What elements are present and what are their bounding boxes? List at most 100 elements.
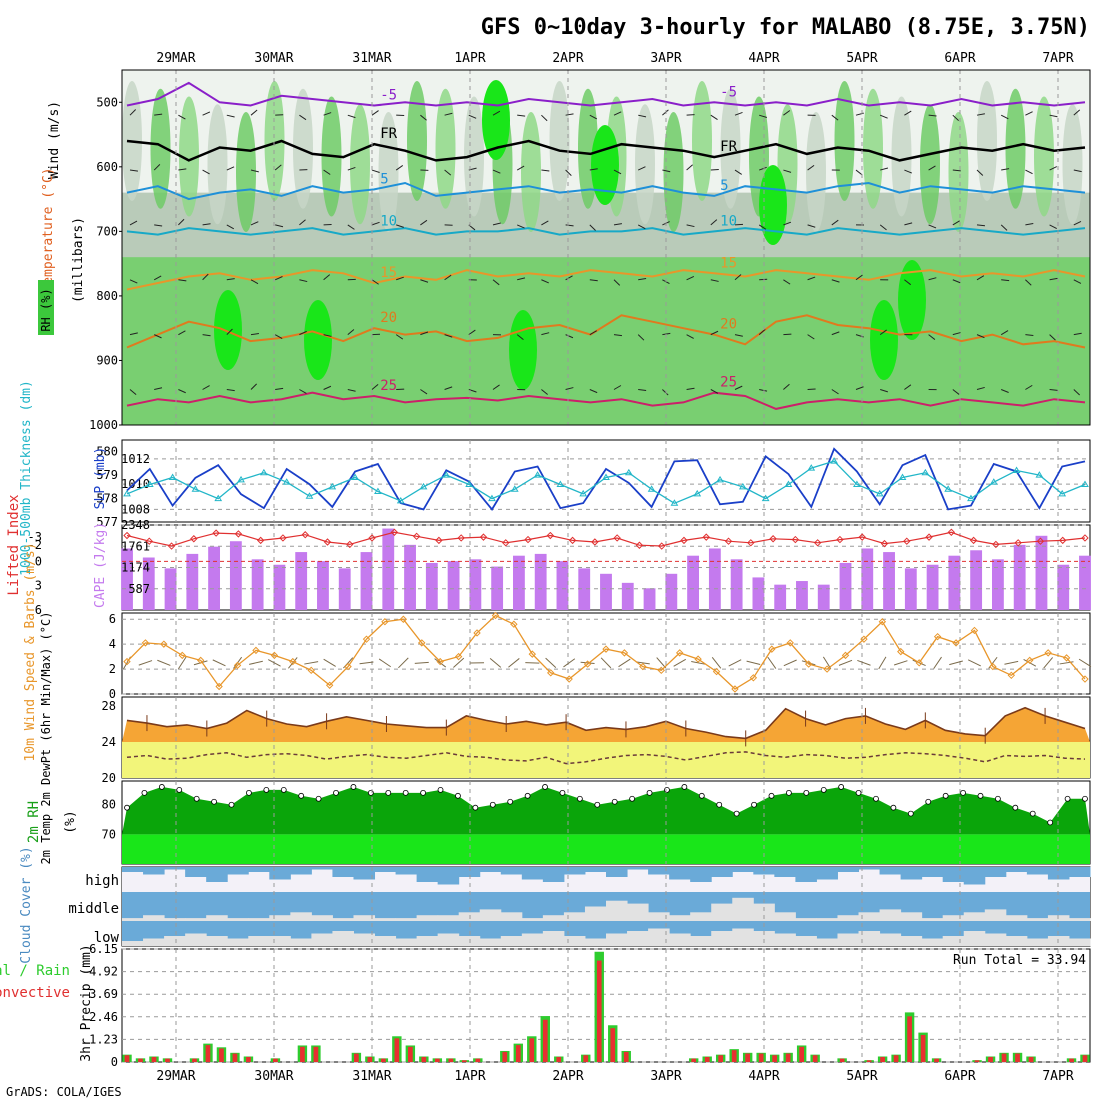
rh2m-point-49: [977, 792, 984, 799]
wind10m-point-28: [639, 662, 647, 671]
cloud-middle-bar-25: [648, 912, 670, 921]
cape-bar-10: [338, 568, 351, 610]
thickness-point-14: [442, 471, 451, 478]
wind10m-point-21: [510, 620, 518, 628]
cloud-high-bar-27: [690, 867, 712, 882]
thickness-point-10: [351, 473, 359, 480]
precip-conv-bar-44: [718, 1055, 724, 1062]
date-bottom-6APR: 6APR: [944, 1069, 975, 1084]
cloud-middle-bar-16: [458, 912, 481, 921]
wind10m-barb-48: [1004, 660, 1019, 665]
cloud-middle-bar-36: [879, 909, 902, 921]
wind10m-barb-42: [893, 660, 908, 666]
cloud-high-bar-18: [500, 867, 523, 875]
precip-conv-bar-21: [407, 1046, 413, 1062]
thickness-point-21: [602, 473, 610, 480]
cloud-middle-bar-7: [269, 915, 291, 921]
precip-conv-bar-47: [758, 1053, 764, 1062]
wind-barb-2-20: [613, 223, 622, 226]
thickness-point-9: [328, 482, 337, 490]
wind10m-point-42: [897, 647, 905, 656]
wind-barb-0-13: [444, 112, 453, 116]
chart-title: GFS 0~10day 3-hourly for MALABO (8.75E, …: [481, 15, 1090, 40]
cloud-middle-bar-24: [627, 903, 649, 921]
thickness-point-7: [282, 478, 291, 485]
rh-blob-20: [692, 81, 712, 201]
thickness-point-28: [761, 494, 770, 502]
precip-conv-bar-66: [1015, 1053, 1020, 1062]
wind-barb-4-36: [1000, 330, 1009, 336]
wind-barb-0-10: [371, 110, 379, 116]
cape-bar-42: [1035, 535, 1048, 610]
wind-barb-1-28: [807, 164, 815, 171]
cloud-low-bar-1: [143, 938, 165, 946]
wind-barb-2-21: [637, 224, 646, 230]
date-top-31MAR: 31MAR: [352, 51, 391, 66]
thickness-point-23: [647, 485, 656, 492]
cloud-middle-bar-21: [563, 912, 586, 921]
wind-barb-3-15: [492, 279, 500, 286]
wind10m-point-45: [952, 639, 960, 647]
precip-conv-bar-71: [1082, 1055, 1088, 1062]
upper-ytick-800: 800: [96, 289, 118, 303]
wind10m-point-36: [786, 639, 794, 647]
wind10m-barb-39: [838, 659, 853, 666]
rh2m-point-27: [594, 801, 601, 808]
cape-bar-12: [382, 528, 395, 610]
rh2m-point-40: [820, 786, 827, 793]
wind-barb-1-26: [759, 166, 767, 171]
wind-barb-2-2: [178, 218, 185, 226]
rh-blob-11: [435, 88, 456, 209]
upper-ylabel-wind: Wind (m/s): [47, 101, 62, 179]
wind-barb-0-39: [1073, 109, 1081, 116]
cloud-middle-bar-37: [900, 912, 923, 921]
wind-barb-4-24: [710, 330, 719, 336]
thickness-point-27: [738, 482, 747, 490]
wind-barb-5-8: [323, 385, 332, 390]
rh2m-point-51: [1012, 804, 1019, 811]
wind-barb-5-10: [371, 383, 379, 390]
wind-barb-4-35: [976, 334, 985, 339]
thickness-point-17: [510, 485, 519, 492]
rh-blob-2: [179, 96, 199, 217]
wind10m-point-6: [233, 661, 242, 670]
thickness-point-11: [374, 487, 382, 495]
wind-barb-3-27: [783, 279, 791, 285]
wind-tick-0: 0: [109, 687, 116, 701]
date-top-6APR: 6APR: [944, 51, 975, 66]
wind10m-point-11: [325, 681, 334, 689]
wind-barb-5-23: [686, 387, 695, 390]
wind-barb-5-3: [202, 385, 210, 390]
wind-barb-3-18: [565, 275, 573, 281]
wind-barb-1-30: [855, 169, 863, 176]
precip-conv-bar-63: [974, 1060, 980, 1062]
cape-bar-40: [991, 559, 1004, 610]
rh2m-point-37: [768, 792, 775, 799]
cloud-high-bar-40: [963, 867, 986, 885]
rh-blob-31: [1005, 88, 1026, 209]
wind-barb-1-11: [395, 165, 404, 171]
precip-conv-bar-13: [300, 1046, 305, 1062]
date-bottom-5APR: 5APR: [846, 1069, 877, 1084]
slp-line: [126, 447, 1086, 511]
wind-barb-1-5: [250, 169, 259, 173]
wind-barb-3-34: [952, 279, 961, 284]
wind10m-point-1: [141, 639, 150, 647]
wind-barb-1-21: [637, 166, 646, 171]
thickness-point-32: [853, 480, 861, 488]
cloud-high-bar-2: [164, 867, 186, 870]
wind-barb-3-24: [710, 279, 719, 282]
wind10m-barb-10: [304, 661, 319, 665]
li-point-34: [880, 539, 889, 548]
wind-barb-2-4: [226, 224, 235, 230]
wind10m-barb-14: [378, 658, 392, 668]
wind-barb-2-26: [758, 224, 767, 230]
wind-barb-2-37: [1025, 223, 1034, 226]
rh-saturated-blob-5: [304, 300, 332, 380]
wind-barb-1-20: [613, 169, 622, 175]
wind10m-point-26: [602, 645, 610, 653]
lifted-index-cape-panel: 587 1174 1761 2348 -3-2 0 3 6 Lifted Index CAPE (…: [6, 494, 1091, 617]
wind10m-point-32: [712, 667, 721, 676]
cloud-middle-bar-28: [711, 903, 733, 921]
